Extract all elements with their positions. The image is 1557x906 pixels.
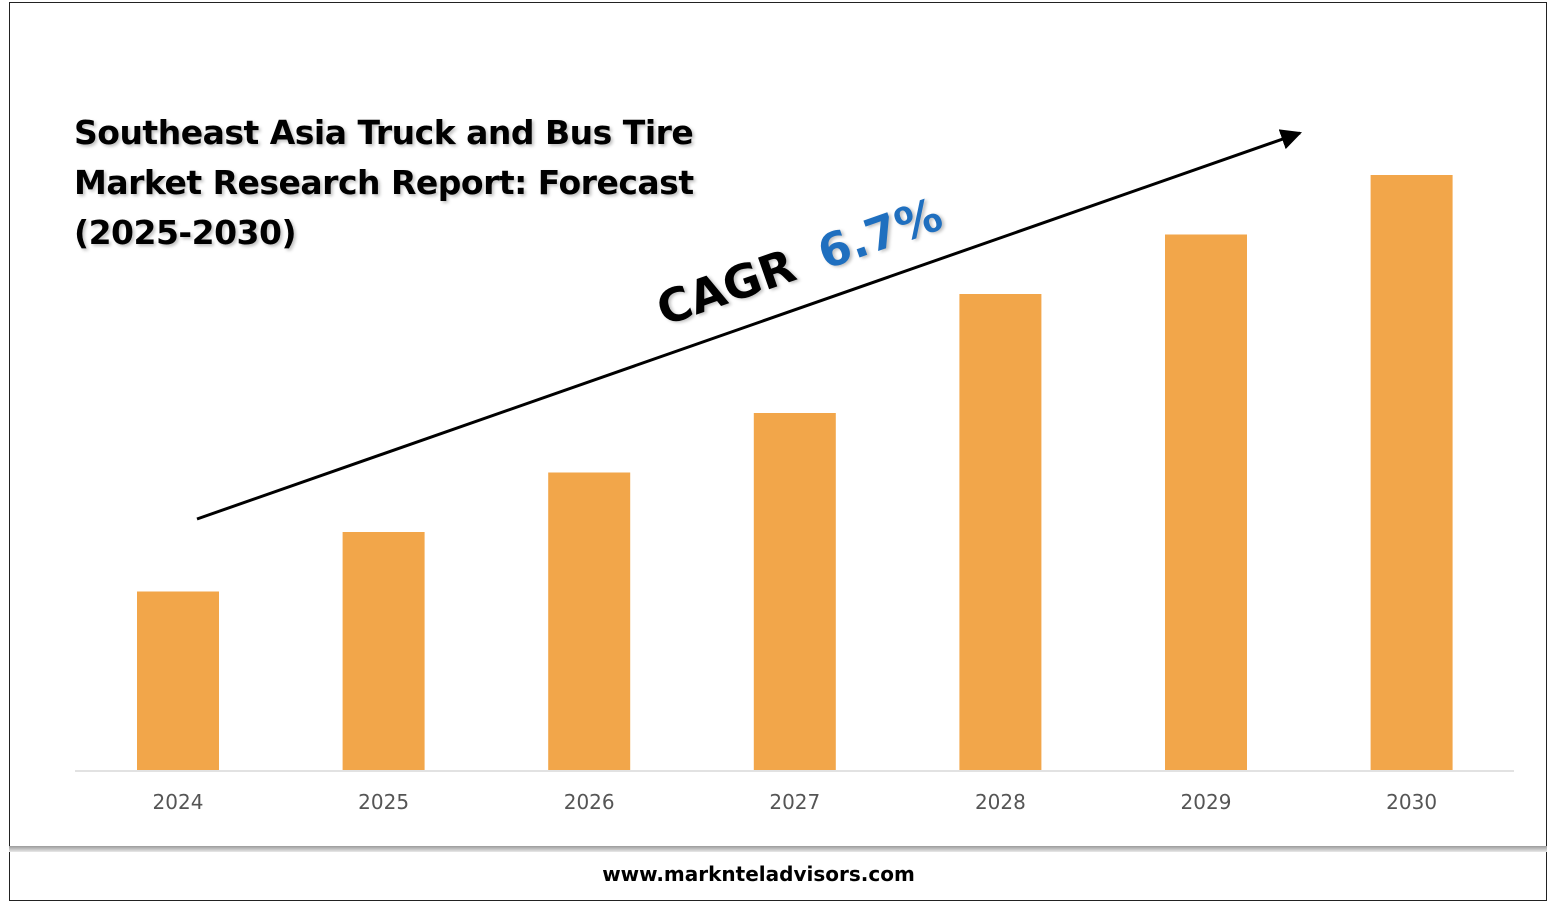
x-tick-label-2024: 2024 [153,790,204,814]
bar-2024 [137,591,219,770]
bars-group [137,175,1453,770]
bar-2029 [1165,234,1247,770]
footer-band [9,846,1547,852]
bar-2027 [753,413,836,770]
x-tick-label-2027: 2027 [769,790,820,814]
x-tick-label-2025: 2025 [358,790,409,814]
bar-2030 [1370,175,1453,770]
x-tick-label-2029: 2029 [1181,790,1232,814]
trend-arrow [196,129,1302,521]
cagr-annotation: CAGR 6.7% [650,187,949,337]
cagr-value: 6.7% [811,187,949,280]
cagr-label: CAGR [650,238,802,336]
x-tick-label-2026: 2026 [564,790,615,814]
x-tick-label-2028: 2028 [975,790,1026,814]
bar-2025 [342,532,425,770]
chart-title: Southeast Asia Truck and Bus Tire Market… [74,113,694,252]
bar-2028 [959,294,1042,770]
svg-text:CAGR 6.7%: CAGR 6.7% [650,187,949,337]
footer-url: www.marknteladvisors.com [602,862,915,886]
bar-2026 [548,472,631,770]
x-tick-label-2030: 2030 [1386,790,1437,814]
x-tick-labels: 2024 2025 2026 2027 2028 2029 2030 [153,790,1438,814]
